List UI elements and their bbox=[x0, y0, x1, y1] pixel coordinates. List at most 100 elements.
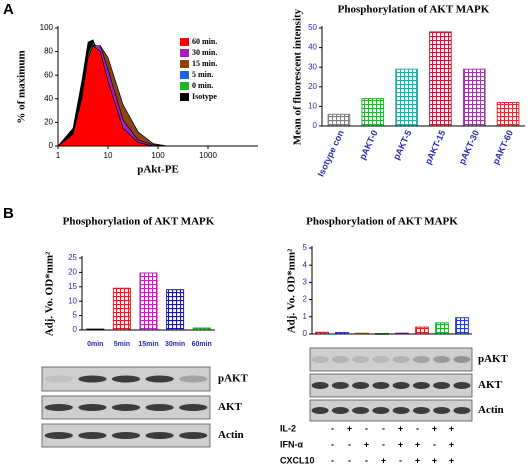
treatment-sign: + bbox=[347, 423, 352, 433]
treatment-label: CXCL10 bbox=[280, 455, 315, 465]
chart-title: Phosphorylation of AKT MAPK bbox=[63, 216, 215, 228]
legend-label: 5 min. bbox=[192, 70, 213, 79]
blot-band bbox=[111, 404, 141, 411]
treatment-sign: + bbox=[432, 455, 437, 465]
treatment-sign: + bbox=[449, 455, 454, 465]
blot-strip bbox=[309, 399, 473, 422]
treatment-sign: + bbox=[415, 439, 420, 449]
bar bbox=[139, 272, 158, 331]
legend-swatch bbox=[180, 82, 189, 90]
treatment-label: IL-2 bbox=[280, 423, 296, 433]
blot-label: pAKT bbox=[478, 353, 509, 365]
blot-band bbox=[44, 375, 73, 383]
legend-swatch bbox=[180, 38, 189, 46]
blot-band bbox=[392, 407, 410, 414]
blot-band bbox=[352, 356, 370, 363]
x-tick-label: pAKT-30 bbox=[457, 129, 481, 166]
blot-band bbox=[311, 356, 329, 363]
y-tick-label: 4 bbox=[303, 260, 308, 269]
y-tick-label: 3 bbox=[303, 278, 308, 287]
treatment-sign: - bbox=[365, 423, 368, 433]
blot-band bbox=[78, 375, 107, 383]
treatment-sign: - bbox=[331, 439, 334, 449]
legend-label: 60 min. bbox=[192, 37, 217, 46]
y-tick-label: 25 bbox=[68, 253, 77, 262]
y-tick-label: 80 bbox=[44, 47, 53, 56]
blot-band bbox=[179, 404, 208, 411]
blot-band bbox=[111, 432, 141, 439]
blot-band bbox=[179, 432, 208, 439]
x-tick-label: pAKT-0 bbox=[357, 129, 379, 162]
legend-swatch bbox=[180, 71, 189, 79]
x-tick-label: 30min bbox=[165, 341, 185, 348]
treatment-sign: + bbox=[449, 439, 454, 449]
treatment-sign: + bbox=[381, 455, 386, 465]
blot-label: pAKT bbox=[218, 373, 249, 385]
bar bbox=[415, 326, 429, 335]
blot-band bbox=[179, 375, 208, 383]
density-line bbox=[57, 45, 167, 147]
panel-label: B bbox=[3, 205, 14, 222]
y-tick-label: 50 bbox=[308, 23, 317, 32]
x-tick-label: 0min bbox=[87, 341, 103, 348]
x-tick-label: Isotype con bbox=[316, 129, 346, 179]
treatment-sign: + bbox=[398, 423, 403, 433]
treatment-sign: - bbox=[382, 423, 385, 433]
bar bbox=[435, 322, 449, 335]
blot-band bbox=[44, 432, 73, 439]
x-tick-label: 10 bbox=[104, 151, 113, 160]
blot-label: AKT bbox=[478, 379, 503, 391]
y-tick-label: 5 bbox=[73, 311, 78, 320]
y-axis-label: Adj. Vo. OD*mm² bbox=[44, 251, 56, 336]
blot-band bbox=[412, 356, 430, 363]
bar bbox=[395, 68, 418, 127]
y-tick-label: 0 bbox=[49, 141, 54, 150]
legend-label: Isotype bbox=[192, 92, 217, 101]
bar bbox=[462, 68, 486, 127]
blot-band bbox=[392, 382, 410, 389]
blot-band bbox=[145, 432, 174, 439]
treatment-sign: + bbox=[449, 423, 454, 433]
treatment-sign: - bbox=[331, 455, 334, 465]
y-tick-label: 20 bbox=[308, 82, 317, 91]
treatment-sign: - bbox=[348, 439, 351, 449]
y-tick-label: 15 bbox=[68, 282, 77, 291]
y-tick-label: 10 bbox=[68, 296, 77, 305]
y-axis-label: Adj. Vo. OD*mm² bbox=[286, 248, 298, 333]
blot-band bbox=[44, 404, 73, 411]
y-tick-label: 10 bbox=[308, 102, 317, 111]
legend-swatch bbox=[180, 60, 189, 68]
chart-title: Phosphorylation of AKT MAPK bbox=[338, 4, 490, 16]
x-tick-label: 1000 bbox=[199, 151, 217, 160]
y-tick-label: 40 bbox=[308, 43, 317, 52]
blot-band bbox=[78, 404, 107, 411]
blot-band bbox=[392, 356, 410, 363]
blot-band bbox=[433, 356, 451, 363]
treatment-sign: - bbox=[399, 455, 402, 465]
blot-band bbox=[311, 382, 329, 389]
blot-band bbox=[433, 407, 451, 414]
legend-label: 30 min. bbox=[192, 48, 217, 57]
blot-band bbox=[352, 407, 370, 414]
treatment-sign: - bbox=[365, 455, 368, 465]
bar bbox=[327, 113, 351, 127]
blot-band bbox=[412, 382, 430, 389]
treatment-sign: + bbox=[364, 439, 369, 449]
blot-label: Actin bbox=[478, 404, 504, 416]
blot-band bbox=[145, 404, 174, 411]
blot-band bbox=[433, 382, 451, 389]
treatment-sign: - bbox=[348, 455, 351, 465]
x-tick-label: pAKT-5 bbox=[391, 129, 413, 162]
y-tick-label: 0 bbox=[313, 121, 318, 130]
x-axis-label: pAkt-PE bbox=[137, 164, 179, 176]
blot-band bbox=[331, 407, 349, 414]
bar bbox=[361, 98, 385, 127]
bar bbox=[166, 289, 185, 331]
treatment-sign: + bbox=[432, 423, 437, 433]
blot-strip bbox=[309, 347, 473, 372]
treatment-label: IFN-α bbox=[280, 439, 303, 449]
treatment-sign: - bbox=[433, 439, 436, 449]
blot-band bbox=[311, 407, 329, 414]
panel-label: A bbox=[3, 1, 14, 18]
